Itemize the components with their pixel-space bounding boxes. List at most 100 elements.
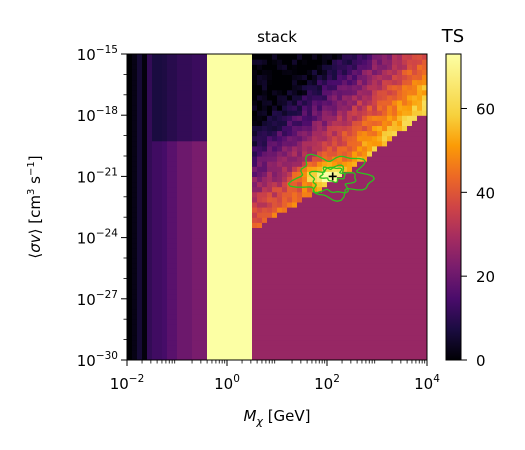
heatmap-cell: [332, 268, 338, 274]
heatmap-cell: [412, 197, 418, 203]
heatmap-cell: [347, 238, 353, 244]
heatmap-cell: [182, 227, 188, 233]
heatmap-cell: [342, 263, 348, 269]
heatmap-cell: [192, 105, 198, 111]
heatmap-cell: [242, 187, 248, 193]
heatmap-cell: [402, 69, 408, 75]
heatmap-cell: [387, 146, 393, 152]
heatmap-cell: [372, 136, 378, 142]
heatmap-cell: [362, 90, 368, 96]
heatmap-cell: [392, 222, 398, 228]
heatmap-cell: [137, 258, 143, 264]
heatmap-cell: [347, 131, 353, 137]
heatmap-cell: [382, 350, 388, 356]
heatmap-cell: [247, 350, 253, 356]
heatmap-cell: [217, 324, 223, 330]
heatmap-cell: [292, 74, 298, 80]
heatmap-cell: [312, 212, 318, 218]
heatmap-cell: [157, 207, 163, 213]
heatmap-cell: [307, 273, 313, 279]
heatmap-cell: [192, 243, 198, 249]
heatmap-cell: [277, 314, 283, 320]
heatmap-cell: [307, 329, 313, 335]
heatmap-cell: [177, 350, 183, 356]
heatmap-cell: [132, 324, 138, 330]
heatmap-cell: [357, 294, 363, 300]
heatmap-cell: [162, 90, 168, 96]
heatmap-cell: [337, 268, 343, 274]
heatmap-cell: [217, 202, 223, 208]
heatmap-cell: [247, 131, 253, 137]
heatmap-cell: [397, 110, 403, 116]
heatmap-cell: [312, 95, 318, 101]
heatmap-cell: [292, 329, 298, 335]
heatmap-cell: [172, 253, 178, 259]
heatmap-cell: [382, 182, 388, 188]
heatmap-cell: [182, 171, 188, 177]
heatmap-cell: [157, 59, 163, 65]
heatmap-cell: [237, 151, 243, 157]
heatmap-cell: [402, 329, 408, 335]
heatmap-cell: [412, 166, 418, 172]
heatmap-cell: [202, 80, 208, 86]
heatmap-cell: [232, 115, 238, 121]
heatmap-cell: [182, 263, 188, 269]
heatmap-cell: [362, 309, 368, 315]
heatmap-cell: [147, 278, 153, 284]
heatmap-cell: [352, 273, 358, 279]
heatmap-cell: [202, 258, 208, 264]
heatmap-cell: [362, 345, 368, 351]
heatmap-cell: [302, 125, 308, 131]
heatmap-cell: [402, 217, 408, 223]
heatmap-cell: [267, 141, 273, 147]
heatmap-cell: [217, 85, 223, 91]
heatmap-cell: [167, 345, 173, 351]
heatmap-cell: [332, 115, 338, 121]
heatmap-cell: [282, 131, 288, 137]
colorbar-tick-label: 20: [476, 268, 495, 286]
heatmap-cell: [412, 217, 418, 223]
heatmap-cell: [152, 238, 158, 244]
heatmap-cell: [232, 105, 238, 111]
heatmap-cell: [132, 309, 138, 315]
heatmap-cell: [152, 340, 158, 346]
heatmap-cell: [192, 146, 198, 152]
heatmap-cell: [172, 329, 178, 335]
heatmap-cell: [327, 212, 333, 218]
heatmap-cell: [137, 304, 143, 310]
heatmap-cell: [417, 238, 423, 244]
heatmap-cell: [282, 90, 288, 96]
heatmap-cell: [152, 253, 158, 259]
heatmap-cell: [337, 100, 343, 106]
heatmap-cell: [187, 176, 193, 182]
heatmap-cell: [272, 141, 278, 147]
heatmap-cell: [352, 238, 358, 244]
heatmap-cell: [287, 141, 293, 147]
heatmap-cell: [417, 192, 423, 198]
heatmap-cell: [132, 284, 138, 290]
heatmap-cell: [307, 314, 313, 320]
heatmap-cell: [197, 80, 203, 86]
heatmap-cell: [367, 161, 373, 167]
heatmap-cell: [172, 335, 178, 341]
heatmap-cell: [232, 238, 238, 244]
heatmap-cell: [137, 156, 143, 162]
heatmap-cell: [177, 105, 183, 111]
heatmap-cell: [407, 329, 413, 335]
heatmap-cell: [147, 136, 153, 142]
heatmap-cell: [257, 80, 263, 86]
heatmap-cell: [397, 166, 403, 172]
heatmap-cell: [362, 314, 368, 320]
heatmap-cell: [172, 268, 178, 274]
heatmap-cell: [247, 273, 253, 279]
heatmap-cell: [227, 217, 233, 223]
heatmap-cell: [197, 100, 203, 106]
heatmap-cell: [222, 329, 228, 335]
heatmap-cell: [387, 95, 393, 101]
heatmap-cell: [362, 69, 368, 75]
heatmap-cell: [257, 141, 263, 147]
heatmap-cell: [227, 324, 233, 330]
heatmap-cell: [277, 161, 283, 167]
heatmap-cell: [262, 176, 268, 182]
heatmap-cell: [387, 202, 393, 208]
